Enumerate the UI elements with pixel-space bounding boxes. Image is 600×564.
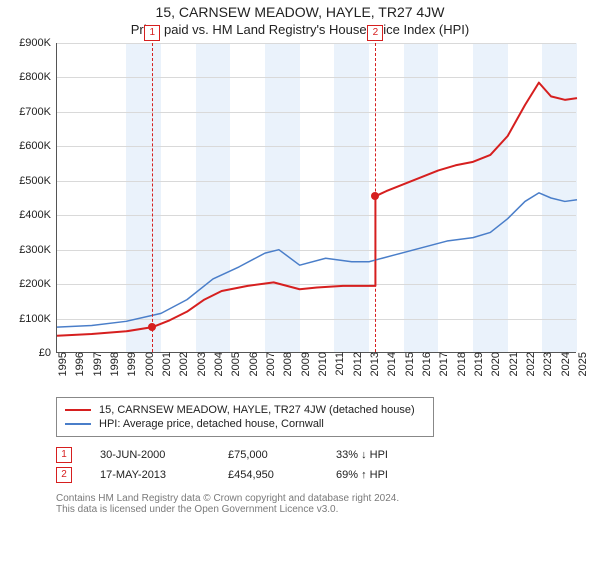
x-tick-label: 2005 <box>226 352 242 376</box>
sale-marker-number: 1 <box>144 25 160 41</box>
sale-row-pct: 33% ↓ HPI <box>336 449 426 461</box>
plot-region: £0£100K£200K£300K£400K£500K£600K£700K£80… <box>56 43 576 353</box>
sale-row-price: £75,000 <box>228 449 308 461</box>
x-tick-label: 1995 <box>53 352 69 376</box>
footer-text: Contains HM Land Registry data © Crown c… <box>56 493 600 515</box>
sale-marker-dot <box>148 323 156 331</box>
chart-subtitle: Price paid vs. HM Land Registry's House … <box>0 22 600 37</box>
x-tick-label: 2016 <box>417 352 433 376</box>
sale-marker-dot <box>371 192 379 200</box>
x-tick-label: 2004 <box>209 352 225 376</box>
x-tick-label: 2001 <box>157 352 173 376</box>
x-tick-label: 2009 <box>296 352 312 376</box>
sale-row: 1 30-JUN-2000 £75,000 33% ↓ HPI <box>56 447 600 463</box>
sale-row-number: 2 <box>56 467 72 483</box>
series-price_paid <box>57 83 577 336</box>
legend-swatch <box>65 409 91 411</box>
x-tick-label: 2000 <box>140 352 156 376</box>
legend-item: 15, CARNSEW MEADOW, HAYLE, TR27 4JW (det… <box>65 404 425 416</box>
y-tick-label: £400K <box>19 209 57 221</box>
x-tick-label: 2021 <box>504 352 520 376</box>
legend-item: HPI: Average price, detached house, Corn… <box>65 418 425 430</box>
sale-row-date: 30-JUN-2000 <box>100 449 200 461</box>
series-hpi <box>57 193 577 327</box>
y-tick-label: £600K <box>19 140 57 152</box>
footer-line-2: This data is licensed under the Open Gov… <box>56 504 600 515</box>
x-tick-label: 2003 <box>192 352 208 376</box>
x-tick-label: 2018 <box>452 352 468 376</box>
sale-row-date: 17-MAY-2013 <box>100 469 200 481</box>
chart-title: 15, CARNSEW MEADOW, HAYLE, TR27 4JW <box>0 4 600 20</box>
legend-label: HPI: Average price, detached house, Corn… <box>99 418 324 430</box>
y-tick-label: £700K <box>19 106 57 118</box>
x-tick-label: 2017 <box>434 352 450 376</box>
footer-line-1: Contains HM Land Registry data © Crown c… <box>56 493 600 504</box>
x-tick-label: 2007 <box>261 352 277 376</box>
legend-box: 15, CARNSEW MEADOW, HAYLE, TR27 4JW (det… <box>56 397 434 437</box>
x-tick-label: 2022 <box>521 352 537 376</box>
sale-row: 2 17-MAY-2013 £454,950 69% ↑ HPI <box>56 467 600 483</box>
x-tick-label: 2023 <box>538 352 554 376</box>
x-tick-label: 2010 <box>313 352 329 376</box>
x-tick-label: 1997 <box>88 352 104 376</box>
x-tick-label: 2006 <box>244 352 260 376</box>
x-tick-label: 2024 <box>556 352 572 376</box>
x-tick-label: 1998 <box>105 352 121 376</box>
sale-row-price: £454,950 <box>228 469 308 481</box>
x-tick-label: 2002 <box>174 352 190 376</box>
x-tick-label: 2015 <box>400 352 416 376</box>
x-tick-label: 1996 <box>70 352 86 376</box>
y-tick-label: £500K <box>19 175 57 187</box>
sale-row-pct: 69% ↑ HPI <box>336 469 426 481</box>
sale-marker-number: 2 <box>367 25 383 41</box>
x-tick-label: 2013 <box>365 352 381 376</box>
y-tick-label: £900K <box>19 37 57 49</box>
sales-table: 1 30-JUN-2000 £75,000 33% ↓ HPI 2 17-MAY-2013… <box>56 447 600 483</box>
y-tick-label: £800K <box>19 71 57 83</box>
y-tick-label: £100K <box>19 313 57 325</box>
x-tick-label: 2011 <box>330 352 346 376</box>
sale-row-number: 1 <box>56 447 72 463</box>
x-tick-label: 2012 <box>348 352 364 376</box>
x-tick-label: 2014 <box>382 352 398 376</box>
x-tick-label: 1999 <box>122 352 138 376</box>
y-tick-label: £200K <box>19 278 57 290</box>
legend-swatch <box>65 423 91 425</box>
sale-marker-line <box>152 43 153 352</box>
chart-area: £0£100K£200K£300K£400K£500K£600K£700K£80… <box>56 43 576 353</box>
x-tick-label: 2020 <box>486 352 502 376</box>
x-tick-label: 2025 <box>573 352 589 376</box>
y-tick-label: £300K <box>19 244 57 256</box>
x-tick-label: 2008 <box>278 352 294 376</box>
x-tick-label: 2019 <box>469 352 485 376</box>
legend-label: 15, CARNSEW MEADOW, HAYLE, TR27 4JW (det… <box>99 404 415 416</box>
chart-lines <box>57 43 577 353</box>
